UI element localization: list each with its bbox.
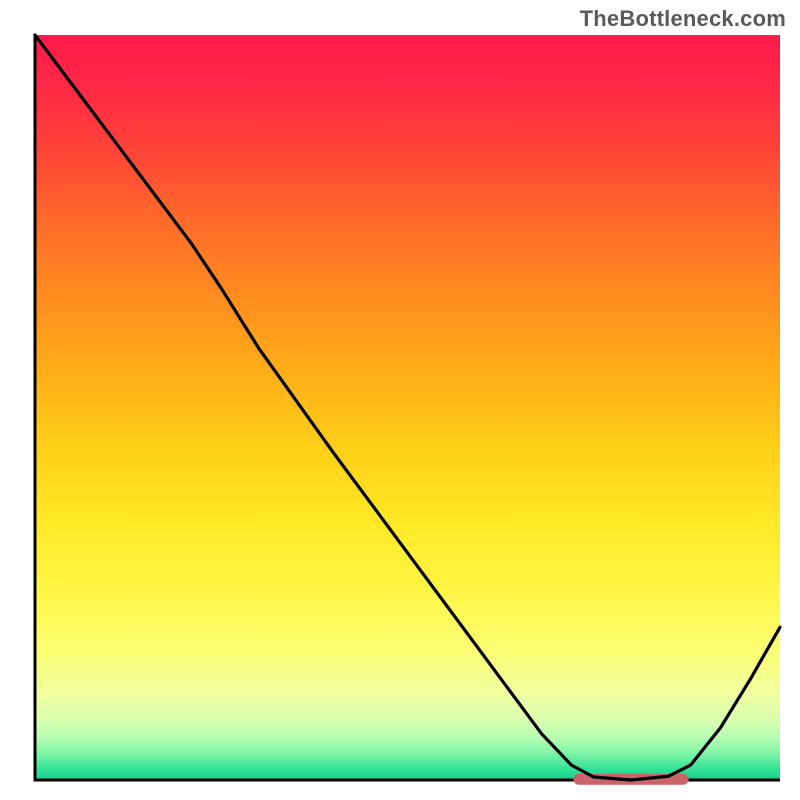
watermark-text: TheBottleneck.com xyxy=(580,6,786,32)
chart-background xyxy=(35,35,780,780)
bottleneck-chart xyxy=(0,0,800,800)
